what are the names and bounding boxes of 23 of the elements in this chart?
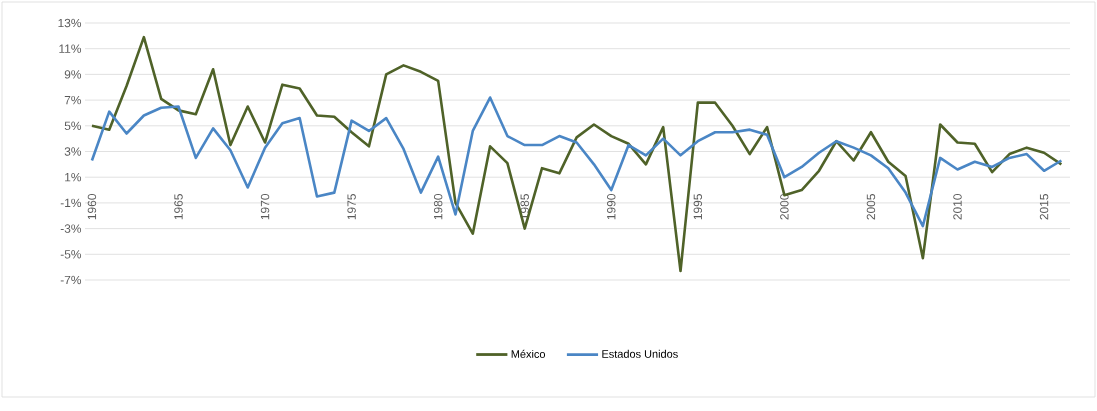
y-tick-label: 3% bbox=[64, 147, 82, 156]
legend-label: México bbox=[511, 349, 546, 358]
x-tick-label: 1975 bbox=[347, 194, 356, 220]
y-tick-label: -3% bbox=[60, 224, 82, 233]
y-tick-label: 9% bbox=[64, 70, 82, 79]
x-tick-label: 1965 bbox=[174, 194, 183, 220]
y-tick-label: 5% bbox=[64, 121, 82, 130]
y-tick-label: 7% bbox=[64, 95, 82, 105]
legend-label: Estados Unidos bbox=[602, 349, 678, 358]
x-tick-label: 2005 bbox=[866, 194, 876, 220]
y-tick-label: 1% bbox=[65, 173, 82, 182]
y-tick-label: -7% bbox=[60, 275, 82, 285]
x-tick-label: 1980 bbox=[433, 194, 443, 220]
x-tick-label: 1960 bbox=[87, 194, 97, 220]
x-tick-label: 1990 bbox=[607, 194, 616, 220]
x-tick-label: 2010 bbox=[953, 194, 962, 220]
y-tick-label: -1% bbox=[60, 198, 82, 208]
x-tick-label: 2015 bbox=[1039, 194, 1049, 220]
y-tick-label: -5% bbox=[60, 250, 82, 259]
y-tick-label: 11% bbox=[59, 44, 82, 53]
x-tick-label: 1970 bbox=[260, 194, 270, 220]
y-tick-label: 13% bbox=[58, 18, 82, 28]
x-tick-label: 1995 bbox=[693, 194, 703, 220]
